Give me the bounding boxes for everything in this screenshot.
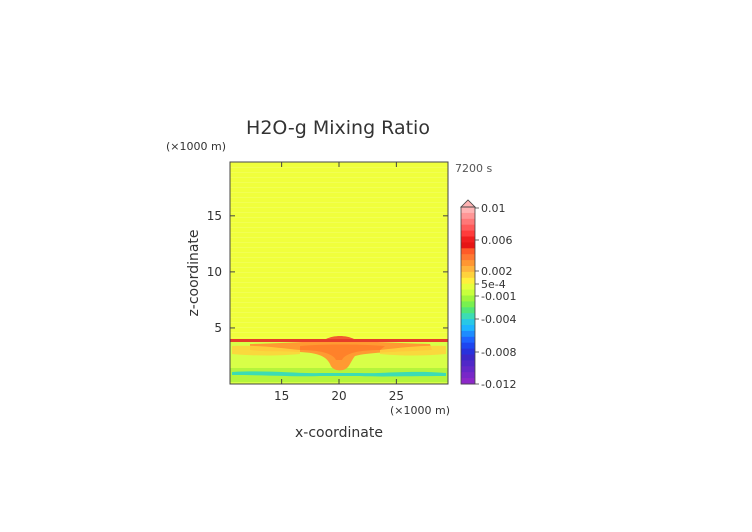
colorbar-segment [461,330,475,338]
colorbar-segment [461,271,475,279]
plot-area: 15 20 25 5 10 15 [207,161,449,403]
colorbar-segment [461,348,475,355]
y-tick-label: 10 [207,265,222,279]
colorbar-segment [461,372,475,379]
colorbar-segment [461,277,475,285]
colorbar-segment [461,301,475,308]
colorbar-segment [461,230,475,237]
colorbar-segment [461,254,475,261]
outflow-core [300,344,385,360]
colorbar-segment [461,325,475,332]
x-tick-label: 20 [331,389,346,403]
colorbar-segment [461,207,475,214]
colorbar-label: -0.004 [481,313,516,326]
colorbar-segment [461,378,475,385]
colorbar-segment [461,295,475,302]
colorbar-segment [461,360,475,367]
colorbar-segment [461,289,475,296]
axis-ticks: 15 20 25 5 10 15 [207,162,448,403]
chart-title: H2O-g Mixing Ratio [246,117,430,139]
colorbar-frame [460,206,476,385]
colorbar-segments [461,207,475,385]
y-tick-label: 5 [214,321,222,335]
colorbar-segment [461,307,475,314]
colorbar-segment [461,336,475,344]
x-axis-label: x-coordinate [295,425,383,441]
x-tick-label: 25 [389,389,404,403]
colorbar-segment [461,366,475,373]
colorbar-segment [461,212,475,220]
colorbar-segment [461,342,475,350]
colorbar-segment [461,242,475,249]
anvil-flank [232,345,300,356]
colorbar-segment [461,266,475,273]
colorbar-segment [461,236,475,243]
cyan-band [232,371,446,377]
colorbar-label: 0.01 [481,202,506,215]
colorbar-segment [461,224,475,232]
colorbar-label: 0.002 [481,265,513,278]
x-unit-label: (×1000 m) [390,404,450,417]
y-tick-label: 15 [207,209,222,223]
colorbar-label: 0.006 [481,234,513,247]
colorbar-label: -0.008 [481,346,516,359]
colorbar-label: -0.012 [481,378,516,391]
colorbar-segment [461,260,475,267]
x-tick-label: 15 [274,389,289,403]
time-label: 7200 s [455,162,492,175]
top-line [230,339,448,342]
colorbar-extend-arrow [460,199,476,208]
field-stripes [230,162,448,340]
anvil-flank [380,345,446,356]
colorbar-segment [461,248,475,255]
y-axis-label: z-coordinate [186,229,202,316]
colorbar-segment [461,218,475,226]
colorbar-segment [461,354,475,361]
colorbar-segment [461,319,475,326]
colorbar-segment [461,313,475,320]
colorbar-label: 5e-4 [481,278,506,291]
y-unit-label: (×1000 m) [166,140,226,153]
colorbar-segment [461,283,475,291]
top-bump [326,336,354,339]
colorbar-label: -0.001 [481,290,516,303]
